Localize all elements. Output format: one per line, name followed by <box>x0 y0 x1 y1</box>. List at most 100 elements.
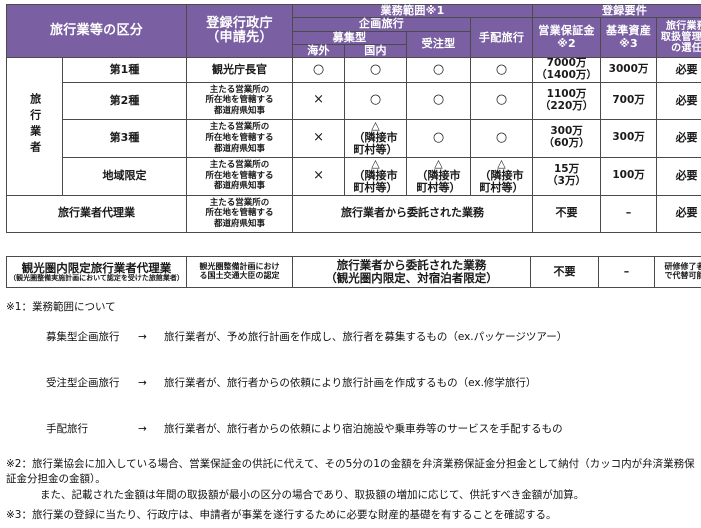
header-base-assets-line2: ※3 <box>601 38 656 50</box>
footnote-2: ※2：旅行業協会に加入している場合、営業保証金の供託に代えて、その5分の1の金額… <box>6 457 696 503</box>
cell-deposit-type1: 7000万 （1400万） <box>533 58 601 83</box>
sub-scope-line2: （観光圏内限定、対宿泊者限定） <box>293 272 530 285</box>
row-name-type3: 第3種 <box>63 119 187 157</box>
cell-deposit-regional: 15万 （3万） <box>533 157 601 195</box>
header-deposit-line1: 営業保証金 <box>533 25 600 37</box>
authority-line: 所在地を管轄する <box>187 133 292 144</box>
domestic-note-line2: 町村等） <box>345 182 406 194</box>
footnote-1: ※1：業務範囲について 募集型企画旅行→旅行業者が、予め旅行計画を作成し、旅行者… <box>6 300 696 452</box>
cell-overseas-type3: × <box>293 119 345 157</box>
authority-line: 所在地を管轄する <box>187 171 292 182</box>
sub-manager-line2: で代替可能 <box>655 272 701 281</box>
header-manager-line3: の選任 <box>657 43 701 54</box>
row-name-type2: 第2種 <box>63 82 187 119</box>
header-category: 旅行業等の区分 <box>7 5 187 58</box>
cell-domestic-type3: △ （隣接市 町村等） <box>345 119 407 157</box>
row-authority-agency: 主たる営業所の 所在地を管轄する 都道府県知事 <box>187 195 293 232</box>
footnote-1-text: 旅行業者が、旅行者からの依頼により宿泊施設や乗車券等のサービスを手配するもの <box>164 423 563 435</box>
header-authority: 登録行政庁 （申請先） <box>187 5 293 58</box>
cell-manager-agency: 必要 <box>657 195 701 232</box>
cell-overseas-regional: × <box>293 157 345 195</box>
tourism-zone-agency-table: 観光圏内限定旅行業者代理業 （観光圏整備実施計画において認定を受けた旅館業者） … <box>6 256 701 288</box>
authority-line: 主たる営業所の <box>187 160 292 171</box>
footnote-1-term: 手配旅行 <box>46 422 138 437</box>
authority-line: 所在地を管轄する <box>187 208 292 219</box>
cell-base-assets-agency: – <box>601 195 657 232</box>
cell-deposit-type3: 300万 （60万） <box>533 119 601 157</box>
footnote-1-label: ※1：業務範囲について <box>6 300 696 315</box>
table-row: 観光圏内限定旅行業者代理業 （観光圏整備実施計画において認定を受けた旅館業者） … <box>7 257 701 288</box>
cell-overseas-type2: × <box>293 82 345 119</box>
footnote-1-term: 募集型企画旅行 <box>46 330 138 345</box>
row-name-regional: 地域限定 <box>63 157 187 195</box>
cell-manager-type1: 必要 <box>657 58 701 83</box>
footnote-3: ※3：旅行業の登録に当たり、行政庁は、申請者が事業を遂行するために必要な財産的基… <box>6 508 696 523</box>
row-authority-type2: 主たる営業所の 所在地を管轄する 都道府県知事 <box>187 82 293 119</box>
footnote-1-text: 旅行業者が、予め旅行計画を作成し、旅行者を募集するもの（ex.パッケージツアー） <box>164 331 567 343</box>
footnote-1-text: 旅行業者が、旅行者からの依頼により旅行計画を作成するもの（ex.修学旅行） <box>164 377 536 389</box>
cell-base-assets-type1: 3000万 <box>601 58 657 83</box>
cell-order-type1: ○ <box>407 58 471 83</box>
sub-name-note: （観光圏整備実施計画において認定を受けた旅館業者） <box>7 275 186 283</box>
group-label-travel-agency: 旅行業者 <box>7 58 63 195</box>
header-offer-type: 募集型 <box>293 31 407 44</box>
authority-line: 都道府県知事 <box>187 181 292 192</box>
authority-line: 主たる営業所の <box>187 122 292 133</box>
cell-domestic-type1: ○ <box>345 58 407 83</box>
deposit-amount: 1100万 <box>533 89 600 101</box>
cell-arrangement-regional: △ （隣接市 町村等） <box>471 157 533 195</box>
footnotes-section: ※1：業務範囲について 募集型企画旅行→旅行業者が、予め旅行計画を作成し、旅行者… <box>6 300 696 528</box>
row-authority-regional: 主たる営業所の 所在地を管轄する 都道府県知事 <box>187 157 293 195</box>
table-row: 第3種 主たる営業所の 所在地を管轄する 都道府県知事 × △ （隣接市 町村等… <box>7 119 701 157</box>
arrangement-note-line2: 町村等） <box>471 182 532 194</box>
header-manager-line1: 旅行業務 <box>657 21 701 32</box>
authority-line: 都道府県知事 <box>187 219 292 230</box>
table-row: 旅行業者代理業 主たる営業所の 所在地を管轄する 都道府県知事 旅行業者から委託… <box>7 195 701 232</box>
header-arrangement-travel: 手配旅行 <box>471 18 533 58</box>
row-authority-type1: 観光庁長官 <box>187 58 293 83</box>
cell-manager-type3: 必要 <box>657 119 701 157</box>
cell-overseas-type1: ○ <box>293 58 345 83</box>
table-row: 地域限定 主たる営業所の 所在地を管轄する 都道府県知事 × △ （隣接市 町村… <box>7 157 701 195</box>
group-label-text: 旅行業者 <box>28 93 40 157</box>
header-overseas: 海外 <box>293 44 345 57</box>
arrow-icon: → <box>138 330 164 345</box>
header-base-assets: 基準資産 ※3 <box>601 18 657 58</box>
header-deposit-line2: ※2 <box>533 38 600 50</box>
header-authority-line2: （申請先） <box>187 31 292 46</box>
header-registration-requirements: 登録要件 <box>533 5 701 18</box>
header-planned-travel: 企画旅行 <box>293 18 471 31</box>
sub-base-assets-cell: – <box>599 257 655 288</box>
sub-table-container: 観光圏内限定旅行業者代理業 （観光圏整備実施計画において認定を受けた旅館業者） … <box>6 256 701 288</box>
header-row-1: 旅行業等の区分 登録行政庁 （申請先） 業務範囲※1 登録要件 <box>7 5 701 18</box>
authority-line: 都道府県知事 <box>187 144 292 155</box>
order-note-line2: 町村等） <box>407 182 470 194</box>
authority-line: 都道府県知事 <box>187 106 292 117</box>
header-order-type: 受注型 <box>407 31 471 58</box>
sub-deposit-cell: 不要 <box>531 257 599 288</box>
table-row: 第2種 主たる営業所の 所在地を管轄する 都道府県知事 × ○ ○ ○ 1100… <box>7 82 701 119</box>
footnote-2-line1: ※2：旅行業協会に加入している場合、営業保証金の供託に代えて、その5分の1の金額… <box>6 457 696 487</box>
cell-domestic-regional: △ （隣接市 町村等） <box>345 157 407 195</box>
header-manager-appointment: 旅行業務 取扱管理者 の選任 <box>657 18 701 58</box>
footnote-3-line1: ※3：旅行業の登録に当たり、行政庁は、申請者が事業を遂行するために必要な財産的基… <box>6 508 696 523</box>
sub-name-cell: 観光圏内限定旅行業者代理業 （観光圏整備実施計画において認定を受けた旅館業者） <box>7 257 187 288</box>
sub-scope-cell: 旅行業者から委託された業務 （観光圏内限定、対宿泊者限定） <box>293 257 531 288</box>
authority-line: 主たる営業所の <box>187 198 292 209</box>
cell-base-assets-type3: 300万 <box>601 119 657 157</box>
footnote-2-line2: また、記載された金額は年間の取扱額が最小の区分の場合であり、取扱額の増加に応じて… <box>6 488 696 503</box>
authority-line: 所在地を管轄する <box>187 95 292 106</box>
cell-scope-agency: 旅行業者から委託された業務 <box>293 195 533 232</box>
table-row: 旅行業者 第1種 観光庁長官 ○ ○ ○ ○ 7000万 （1400万） 300… <box>7 58 701 83</box>
deposit-alt-amount: （1400万） <box>533 70 600 82</box>
footnote-1-item: 募集型企画旅行→旅行業者が、予め旅行計画を作成し、旅行者を募集するもの（ex.パ… <box>6 315 696 361</box>
header-authority-line1: 登録行政庁 <box>187 17 292 32</box>
sub-manager-cell: 研修修了者 で代替可能 <box>655 257 701 288</box>
authority-line: 観光庁長官 <box>187 64 292 76</box>
domestic-note-line2: 町村等） <box>345 144 406 156</box>
header-domestic: 国内 <box>345 44 407 57</box>
deposit-alt-amount: （3万） <box>533 176 600 188</box>
cell-arrangement-type1: ○ <box>471 58 533 83</box>
cell-base-assets-type2: 700万 <box>601 82 657 119</box>
cell-deposit-agency: 不要 <box>533 195 601 232</box>
